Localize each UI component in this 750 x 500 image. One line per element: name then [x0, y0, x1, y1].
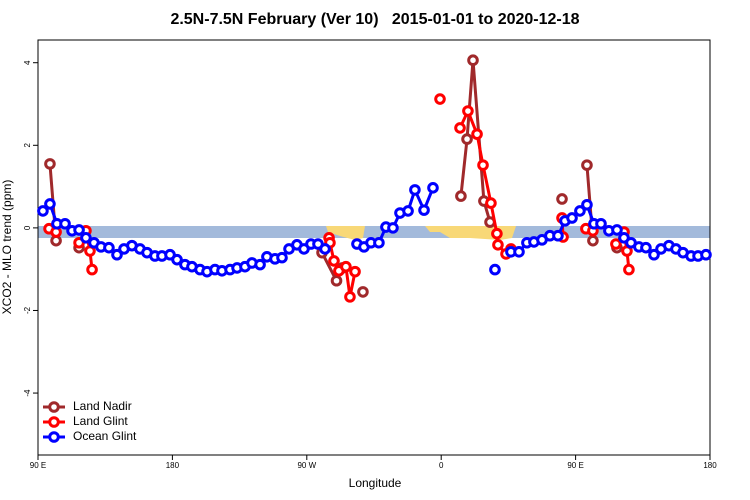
data-point: [489, 263, 501, 276]
chart-title: 2.5N-7.5N February (Ver 10) 2015-01-01 t…: [170, 11, 579, 28]
y-axis-label: XCO2 - MLO trend (ppm): [0, 180, 14, 315]
data-point: [276, 251, 288, 264]
data-point: [623, 263, 635, 276]
plot-layer: 90 E 180 90 W 0 90 E 180 -4 -2 0 2 4 Land NadirLand…: [23, 56, 717, 470]
legend-label: Land Glint: [73, 414, 128, 428]
y-tick-label: 2: [23, 143, 32, 148]
y-tick-label: 0: [23, 225, 32, 230]
data-point: [73, 224, 85, 236]
y-tick-label: -2: [23, 306, 32, 314]
legend-marker: [48, 431, 60, 443]
data-point: [581, 198, 593, 211]
legend-label: Ocean Glint: [73, 429, 137, 443]
data-point: [349, 265, 361, 278]
data-point: [330, 274, 343, 287]
x-tick-label: 90 E: [567, 461, 583, 470]
legend-marker: [48, 416, 60, 428]
data-point: [461, 133, 473, 145]
data-point: [552, 229, 564, 242]
data-point: [328, 255, 340, 267]
x-axis-label: Longitude: [349, 476, 402, 490]
data-point: [434, 93, 446, 105]
data-point: [648, 248, 660, 261]
data-point: [409, 184, 421, 196]
data-point: [574, 205, 586, 217]
data-point: [454, 122, 466, 134]
x-tick-label: 180: [703, 461, 717, 470]
legend-marker: [48, 401, 60, 413]
land-band: [326, 226, 365, 240]
x-tick-label: 0: [439, 461, 444, 470]
data-point: [566, 212, 578, 224]
data-point: [700, 248, 712, 261]
data-point: [111, 248, 123, 261]
data-point: [471, 128, 483, 140]
data-point: [344, 291, 356, 303]
data-point: [467, 54, 479, 67]
y-tick-label: 4: [23, 60, 32, 65]
y-tick-label: -4: [23, 389, 32, 397]
data-point: [86, 263, 98, 276]
data-point: [513, 246, 525, 258]
data-point: [319, 243, 331, 255]
data-point: [581, 159, 593, 171]
x-tick-label: 90 W: [297, 461, 316, 470]
data-point: [640, 241, 652, 254]
plot-frame: [37, 39, 711, 456]
data-point: [37, 205, 49, 217]
data-point: [610, 238, 622, 250]
legend-label: Land Nadir: [73, 399, 132, 413]
data-point: [587, 234, 599, 247]
data-point: [455, 190, 467, 202]
data-point: [387, 222, 399, 234]
data-point: [485, 197, 497, 209]
data-point: [427, 182, 439, 194]
data-point: [103, 241, 115, 254]
data-point: [44, 198, 56, 210]
data-point: [418, 204, 430, 216]
data-point: [171, 253, 183, 266]
data-point: [595, 217, 607, 230]
x-tick-label: 90 E: [30, 461, 46, 470]
data-point: [80, 231, 92, 244]
data-point: [462, 105, 474, 117]
data-point: [402, 205, 414, 217]
data-point: [492, 239, 504, 251]
data-point: [340, 260, 352, 273]
data-point: [477, 159, 489, 171]
data-point: [373, 236, 385, 249]
data-point: [357, 286, 369, 298]
data-point: [611, 224, 623, 236]
data-point: [491, 227, 503, 240]
x-tick-label: 180: [166, 461, 180, 470]
data-point: [556, 193, 568, 205]
data-point: [254, 258, 266, 271]
data-point: [44, 158, 56, 170]
data-point: [59, 217, 71, 230]
